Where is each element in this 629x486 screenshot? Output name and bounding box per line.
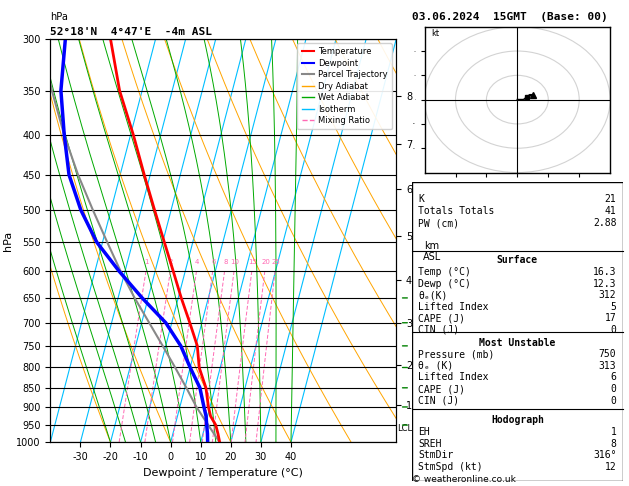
Text: LCL: LCL [397,424,412,433]
Text: 2.88: 2.88 [593,218,616,228]
Text: Lifted Index: Lifted Index [418,372,489,382]
Text: 0: 0 [611,325,616,335]
Text: Dewp (°C): Dewp (°C) [418,278,471,289]
Text: 5: 5 [611,302,616,312]
Text: © weatheronline.co.uk: © weatheronline.co.uk [412,474,516,484]
Text: 0: 0 [611,384,616,394]
Y-axis label: hPa: hPa [3,230,13,251]
Text: 16.3: 16.3 [593,267,616,277]
Text: Lifted Index: Lifted Index [418,302,489,312]
Text: 313: 313 [599,361,616,371]
Text: 4: 4 [195,260,199,265]
Text: CIN (J): CIN (J) [418,396,459,406]
Text: K: K [418,194,424,204]
X-axis label: Dewpoint / Temperature (°C): Dewpoint / Temperature (°C) [143,468,303,478]
Text: 25: 25 [271,260,280,265]
Text: EH: EH [418,427,430,437]
Text: 750: 750 [599,349,616,359]
Text: 8: 8 [611,438,616,449]
Text: kt: kt [431,30,439,38]
Text: 1: 1 [611,427,616,437]
Text: 2: 2 [169,260,174,265]
Text: 316°: 316° [593,450,616,460]
Text: 6: 6 [211,260,216,265]
Text: 12.3: 12.3 [593,278,616,289]
Text: Totals Totals: Totals Totals [418,206,494,216]
Text: 1: 1 [145,260,149,265]
Text: Temp (°C): Temp (°C) [418,267,471,277]
Text: 03.06.2024  15GMT  (Base: 00): 03.06.2024 15GMT (Base: 00) [412,12,608,22]
Text: 0: 0 [611,396,616,406]
Text: StmDir: StmDir [418,450,454,460]
Text: Most Unstable: Most Unstable [479,338,555,347]
Text: 52°18'N  4°47'E  -4m ASL: 52°18'N 4°47'E -4m ASL [50,27,213,37]
Text: θₑ (K): θₑ (K) [418,361,454,371]
Text: Pressure (mb): Pressure (mb) [418,349,494,359]
Text: 17: 17 [604,313,616,323]
Text: 10: 10 [230,260,239,265]
Text: 6: 6 [611,372,616,382]
Text: 41: 41 [604,206,616,216]
Text: 12: 12 [604,462,616,472]
Text: PW (cm): PW (cm) [418,218,459,228]
Text: SREH: SREH [418,438,442,449]
Text: CAPE (J): CAPE (J) [418,313,465,323]
Text: 15: 15 [248,260,257,265]
Text: Hodograph: Hodograph [491,416,544,425]
Text: 8: 8 [223,260,228,265]
Text: CIN (J): CIN (J) [418,325,459,335]
Legend: Temperature, Dewpoint, Parcel Trajectory, Dry Adiabat, Wet Adiabat, Isotherm, Mi: Temperature, Dewpoint, Parcel Trajectory… [298,43,392,129]
Text: 312: 312 [599,290,616,300]
Text: 20: 20 [261,260,270,265]
Y-axis label: km
ASL: km ASL [423,241,441,262]
Text: 21: 21 [604,194,616,204]
Text: hPa: hPa [50,12,68,22]
Text: StmSpd (kt): StmSpd (kt) [418,462,483,472]
Text: θₑ(K): θₑ(K) [418,290,448,300]
Text: Surface: Surface [497,256,538,265]
Text: CAPE (J): CAPE (J) [418,384,465,394]
